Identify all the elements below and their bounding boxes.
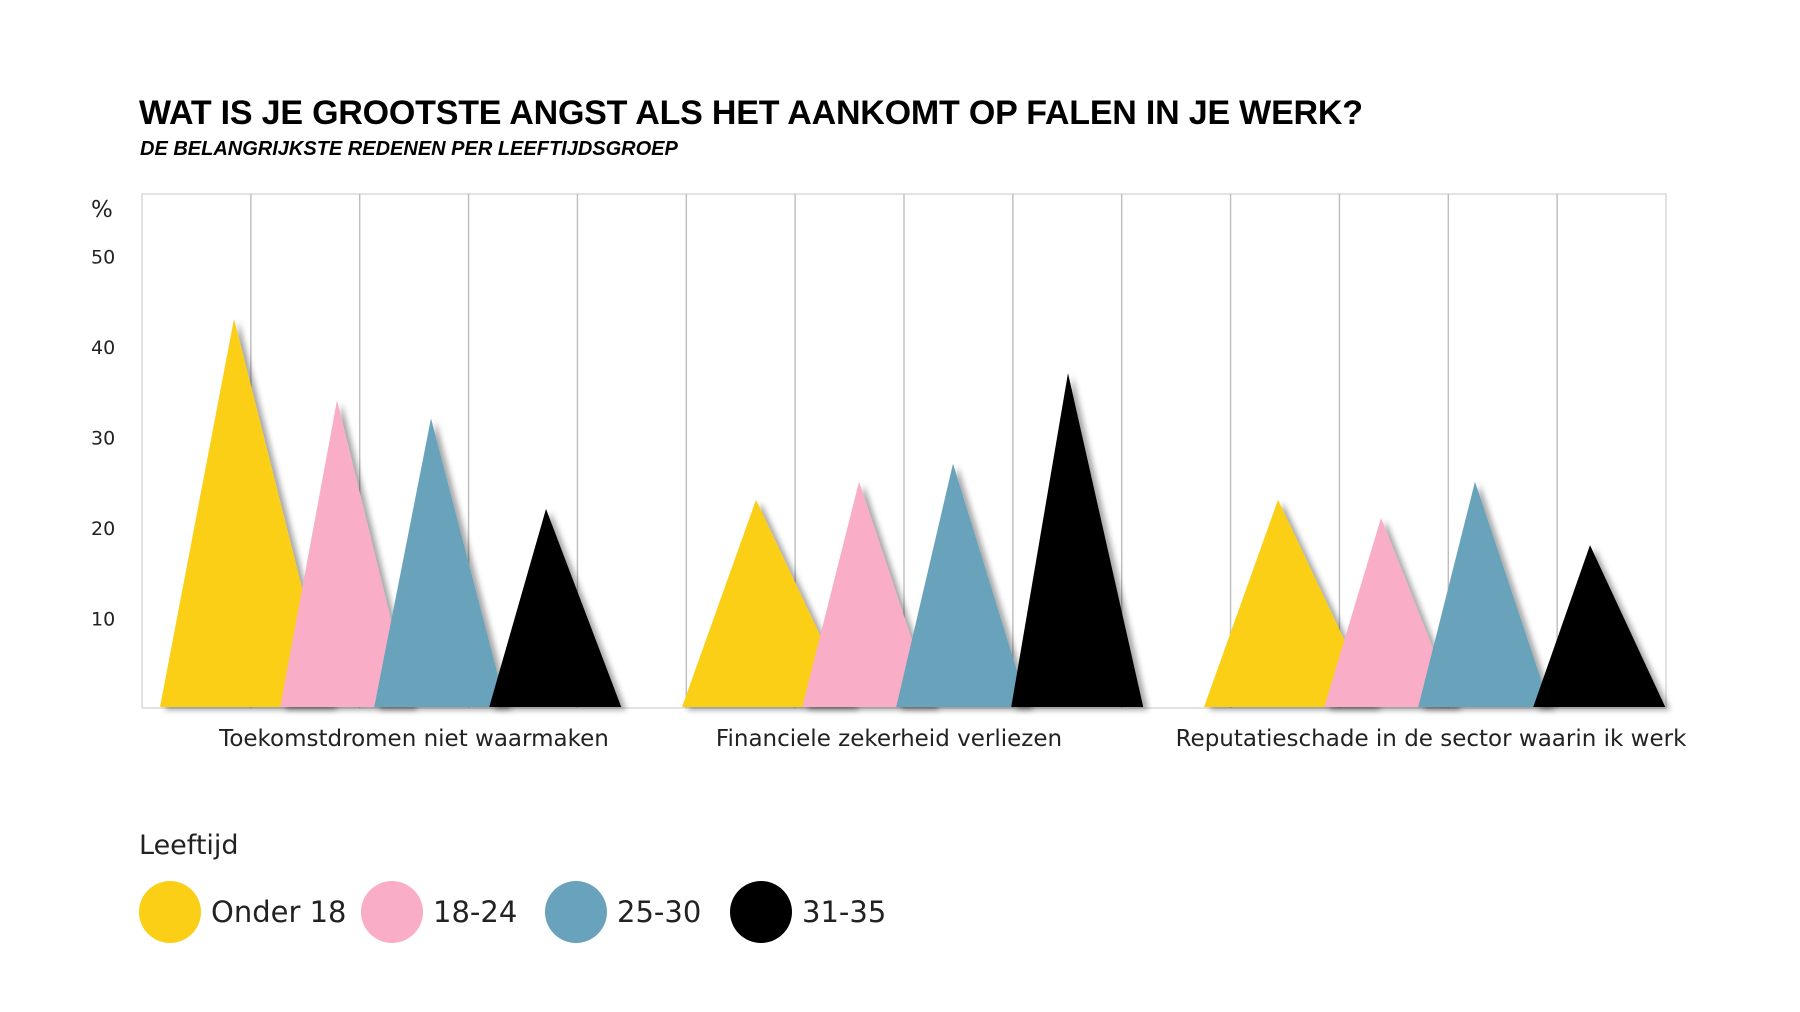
triangle-25-30-second-category — [896, 463, 1029, 707]
y-tick-label: 10 — [91, 609, 115, 631]
triangle-31-35-third-category — [1533, 545, 1666, 707]
triangle-18-24-first-category — [280, 400, 413, 707]
legend-label: 18-24 — [433, 895, 518, 929]
y-tick-label: 50 — [91, 247, 115, 269]
legend-label: Onder 18 — [211, 895, 347, 929]
legend-swatch — [139, 881, 201, 943]
triangle-31-35-second-category — [1011, 373, 1144, 707]
legend-item-onder-18: Onder 18 — [139, 881, 347, 943]
legend-swatch — [545, 881, 607, 943]
y-tick-label: 30 — [91, 428, 115, 450]
triangle-onder-18-first-category — [160, 318, 333, 707]
triangle-25-30-third-category — [1418, 481, 1551, 707]
x-category-label: Reputatieschade in de sector waarin ik w… — [1176, 726, 1687, 752]
y-tick-label: 20 — [91, 518, 115, 540]
legend-swatch — [730, 881, 792, 943]
legend-title: Leeftijd — [139, 830, 239, 861]
chart-subtitle: DE BELANGRIJKSTE REDENEN PER LEEFTIJDSGR… — [140, 138, 678, 160]
triangle-onder-18-second-category — [682, 499, 855, 707]
triangle-18-24-second-category — [802, 481, 935, 707]
y-tick-label: 40 — [91, 337, 115, 359]
legend-label: 31-35 — [802, 895, 887, 929]
chart-marks — [160, 318, 1666, 707]
y-axis-label: % — [91, 197, 113, 223]
x-axis: Toekomstdromen niet waarmaken Financiele … — [218, 726, 1687, 752]
legend-item-31-35: 31-35 — [730, 881, 886, 943]
y-axis: % 10 20 30 40 50 — [91, 197, 115, 631]
triangle-25-30-first-category — [374, 418, 507, 707]
legend-item-18-24: 18-24 — [361, 881, 517, 943]
triangle-18-24-third-category — [1324, 517, 1457, 707]
triangle-onder-18-third-category — [1204, 499, 1377, 707]
triangle-31-35-first-category — [489, 508, 622, 707]
legend-item-25-30: 25-30 — [545, 881, 701, 943]
x-category-label: Financiele zekerheid verliezen — [716, 726, 1062, 752]
chart-title: WAT IS JE GROOTSTE ANGST ALS HET AANKOMT… — [139, 94, 1363, 132]
x-category-label: Toekomstdromen niet waarmaken — [218, 726, 609, 752]
legend-swatch — [361, 881, 423, 943]
legend-label: 25-30 — [617, 895, 702, 929]
